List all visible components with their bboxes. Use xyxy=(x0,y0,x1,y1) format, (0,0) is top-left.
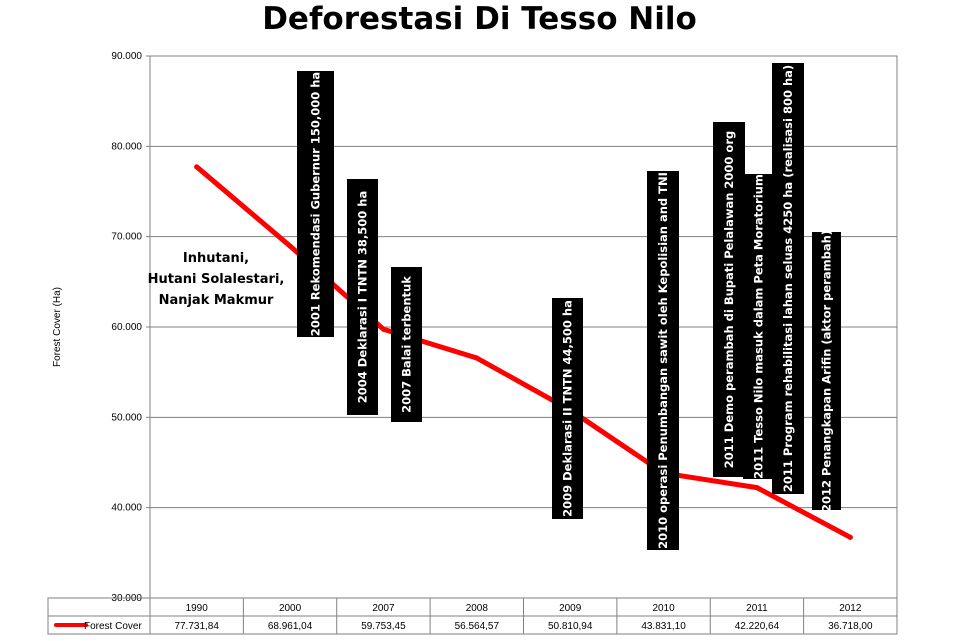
annotation-plain-line: Inhutani, xyxy=(183,251,249,266)
annotation-box: 2011 Demo perambah di Bupati Pelalawan 2… xyxy=(713,122,745,477)
annotation-box-text: 2004 Deklarasi I TNTN 38,500 ha xyxy=(356,191,370,403)
legend-label-forest-cover: Forest Cover xyxy=(84,621,142,632)
y-tick-label: 80.000 xyxy=(111,141,142,152)
chart-title: Deforestasi Di Tesso Nilo xyxy=(262,1,697,37)
data-point xyxy=(194,164,200,170)
annotation-box-text: 2011 Demo perambah di Bupati Pelalawan 2… xyxy=(722,131,736,468)
y-tick-label: 70.000 xyxy=(111,232,142,243)
data-value-label: 59.753,45 xyxy=(361,621,406,632)
annotation-box-text: 2010 operasi Penumbangan sawit oleh Kepo… xyxy=(656,172,670,549)
annotation-box-bg xyxy=(297,71,334,337)
y-tick-label: 40.000 xyxy=(111,503,142,514)
data-point xyxy=(474,355,480,361)
data-value-label: 36.718,00 xyxy=(828,621,873,632)
annotation-box-text: 2001 Rekomendasi Gubernur 150,000 ha xyxy=(309,72,323,336)
x-category-label: 2007 xyxy=(372,603,395,614)
annotation-box-bg xyxy=(743,174,774,479)
annotation-box-bg xyxy=(552,298,583,519)
data-point xyxy=(380,326,386,332)
data-point xyxy=(287,243,293,249)
data-value-label: 77.731,84 xyxy=(174,621,219,632)
annotation-box: 2001 Rekomendasi Gubernur 150,000 ha xyxy=(297,71,334,337)
annotation-box: 2011 Program rehabilitasi lahan seluas 4… xyxy=(772,63,804,494)
x-category-label: 1990 xyxy=(186,603,209,614)
data-value-label: 50.810,94 xyxy=(548,621,593,632)
data-value-label: 42.220,64 xyxy=(735,621,780,632)
annotation-box-bg xyxy=(713,122,745,477)
annotation-box: 2011 Tesso Nilo masuk dalam Peta Morator… xyxy=(743,174,774,479)
annotation-box-bg xyxy=(647,171,679,550)
annotation-box-text: 2011 Tesso Nilo masuk dalam Peta Morator… xyxy=(752,174,766,479)
data-value-label: 56.564,57 xyxy=(455,621,500,632)
x-category-label: 2010 xyxy=(652,603,675,614)
data-point xyxy=(847,534,853,540)
annotation-box-text: 2007 Balai terbentuk xyxy=(400,276,414,413)
x-category-label: 2012 xyxy=(839,603,862,614)
annotation-box: 2004 Deklarasi I TNTN 38,500 ha xyxy=(347,179,378,415)
annotation-plain-line: Nanjak Makmur xyxy=(159,293,274,308)
annotation-box: 2007 Balai terbentuk xyxy=(391,267,422,422)
data-value-label: 68.961,04 xyxy=(268,621,313,632)
annotation-box-bg xyxy=(391,267,422,422)
x-category-label: 2009 xyxy=(559,603,582,614)
data-point xyxy=(754,485,760,491)
y-axis-label: Forest Cover (Ha) xyxy=(52,287,63,367)
annotation-box-bg xyxy=(347,179,378,415)
annotation-box-bg xyxy=(772,63,804,494)
annotation-box-text: 2011 Program rehabilitasi lahan seluas 4… xyxy=(781,65,795,492)
annotation-box: 2012 Penangkapan Arifin (aktor perambah) xyxy=(812,230,841,512)
annotation-plain: Inhutani, Hutani Solalestari, Nanjak Makmu… xyxy=(148,251,285,308)
annotation-plain-line: Hutani Solalestari, xyxy=(148,272,285,287)
annotation-box: 2010 operasi Penumbangan sawit oleh Kepo… xyxy=(647,171,679,550)
data-value-label: 43.831,10 xyxy=(641,621,686,632)
x-category-label: 2000 xyxy=(279,603,302,614)
annotation-box-text: 2009 Deklarasi II TNTN 44,500 ha xyxy=(561,300,575,517)
annotation-box-bg xyxy=(812,232,841,510)
y-tick-label: 50.000 xyxy=(111,412,142,423)
y-tick-label: 90.000 xyxy=(111,51,142,62)
x-category-label: 2008 xyxy=(466,603,489,614)
annotation-box: 2009 Deklarasi II TNTN 44,500 ha xyxy=(552,298,583,519)
x-category-label: 2011 xyxy=(746,603,768,614)
annotation-box-text: 2012 Penangkapan Arifin (aktor perambah) xyxy=(820,230,834,512)
y-tick-label: 60.000 xyxy=(111,322,142,333)
